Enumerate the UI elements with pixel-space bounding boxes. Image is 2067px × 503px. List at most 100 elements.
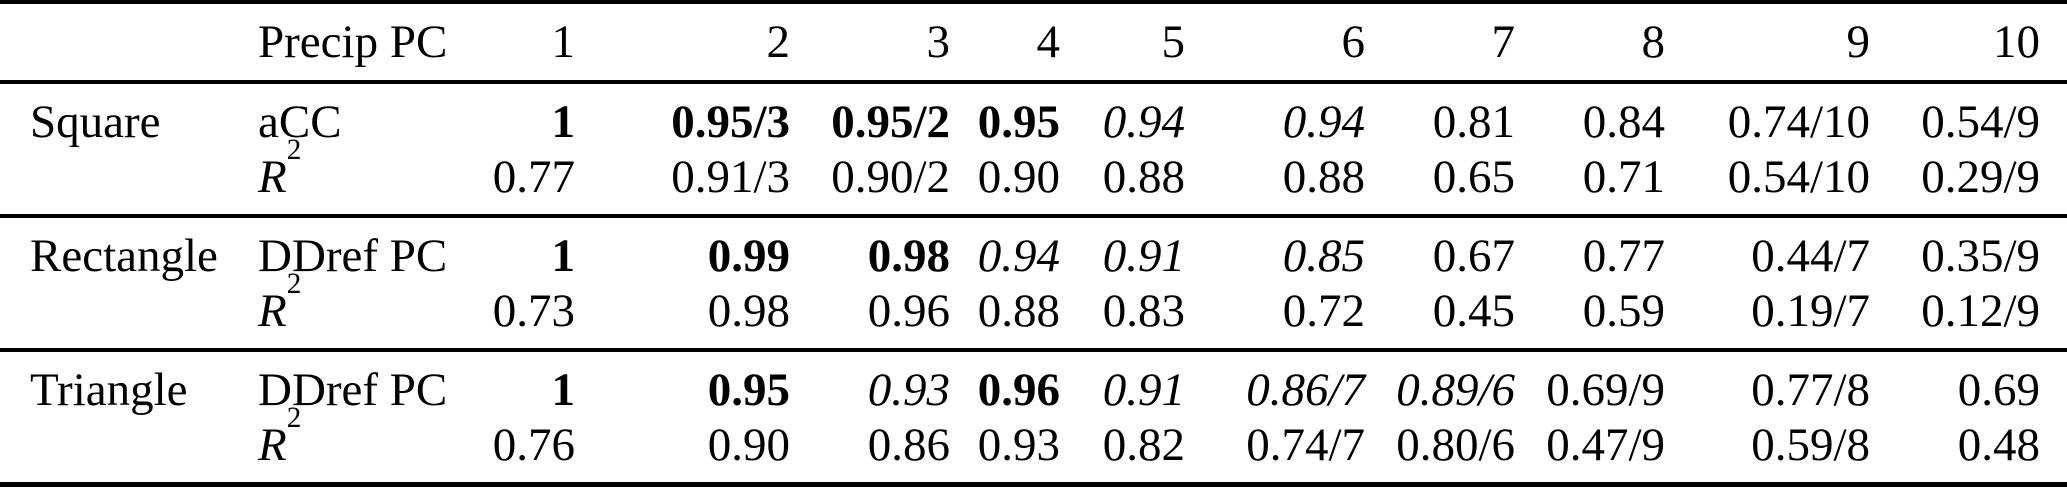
value-cell: 0.89/6 xyxy=(1396,364,1515,416)
value-cell: 0.96 xyxy=(867,285,950,337)
group-label: Triangle xyxy=(30,364,188,416)
value-cell: 0.19/7 xyxy=(1751,285,1870,337)
table-header: Precip PC 1 2 3 4 5 6 7 8 9 10 xyxy=(0,2,2067,82)
value-cell: 0.98 xyxy=(707,285,790,337)
metric-label: R2 xyxy=(258,404,470,484)
group-label xyxy=(0,286,258,350)
value-cell: 0.54/10 xyxy=(1727,151,1870,203)
value-cell: 0.65 xyxy=(1432,151,1515,203)
header-row: Precip PC 1 2 3 4 5 6 7 8 9 10 xyxy=(0,2,2067,82)
value-cell: 0.77 xyxy=(492,151,575,203)
value-cell: 0.95/2 xyxy=(831,96,950,148)
metric-label: aCC xyxy=(258,82,470,152)
group-triangle: Triangle DDref PC 1 0.95 0.93 0.96 0.91 0.86/7 0… xyxy=(0,350,2067,484)
value-cell: 0.90 xyxy=(977,151,1060,203)
value-cell: 0.72 xyxy=(1282,285,1365,337)
table-row: R2 0.73 0.98 0.96 0.88 0.83 0.72 0.45 0.59 0.19/7… xyxy=(0,270,2067,350)
value-cell: 0.96 xyxy=(977,364,1060,416)
header-pc-5: 5 xyxy=(1161,15,1186,68)
header-pc-3: 3 xyxy=(926,15,951,68)
metric-base: DDref PC xyxy=(258,230,448,282)
table-row: R2 0.77 0.91/3 0.90/2 0.90 0.88 0.88 0.65 0.71 0.… xyxy=(0,136,2067,216)
group-label xyxy=(0,152,258,216)
value-cell: 0.88 xyxy=(977,285,1060,337)
header-metric-label: Precip PC xyxy=(258,15,448,68)
value-cell: 1 xyxy=(551,96,576,148)
header-pc-1: 1 xyxy=(551,15,576,68)
group-label: Square xyxy=(30,96,161,148)
metric-superscript: 2 xyxy=(286,268,302,301)
value-cell: 0.71 xyxy=(1582,151,1665,203)
value-cell: 0.81 xyxy=(1432,96,1515,148)
group-label xyxy=(0,420,258,484)
right-margin-spacer xyxy=(2040,82,2067,152)
value-cell: 0.76 xyxy=(492,419,575,471)
metric-base: R xyxy=(258,419,287,471)
value-cell: 0.83 xyxy=(1102,285,1185,337)
value-cell: 0.94 xyxy=(977,230,1060,282)
value-cell: 0.95/3 xyxy=(671,96,790,148)
value-cell: 0.86 xyxy=(867,419,950,471)
value-cell: 0.54/9 xyxy=(1921,96,2040,148)
value-cell: 0.69/9 xyxy=(1546,364,1665,416)
header-pc-8: 8 xyxy=(1641,15,1666,68)
value-cell: 0.95 xyxy=(707,364,790,416)
right-margin-spacer xyxy=(2040,216,2067,286)
value-cell: 0.29/9 xyxy=(1921,151,2040,203)
value-cell: 0.48 xyxy=(1957,419,2040,471)
value-cell: 0.99 xyxy=(707,230,790,282)
metric-superscript: 2 xyxy=(286,402,302,435)
value-cell: 0.12/9 xyxy=(1921,285,2040,337)
header-corner xyxy=(0,2,258,82)
metric-base: aCC xyxy=(258,96,342,148)
value-cell: 1 xyxy=(551,230,576,282)
value-cell: 0.90/2 xyxy=(831,151,950,203)
metric-base: R xyxy=(258,151,287,203)
value-cell: 0.77 xyxy=(1582,230,1665,282)
value-cell: 0.93 xyxy=(977,419,1060,471)
value-cell: 0.59 xyxy=(1582,285,1665,337)
pc-correlation-table: Precip PC 1 2 3 4 5 6 7 8 9 10 Square aCC 1 0.95/3 0.… xyxy=(0,0,2067,487)
value-cell: 1 xyxy=(551,364,576,416)
value-cell: 0.86/7 xyxy=(1246,364,1365,416)
metric-label: R2 xyxy=(258,270,470,350)
header-pc-9: 9 xyxy=(1846,15,1871,68)
right-margin-spacer xyxy=(2040,420,2067,484)
value-cell: 0.47/9 xyxy=(1546,419,1665,471)
metric-base: DDref PC xyxy=(258,364,448,416)
header-pc-6: 6 xyxy=(1341,15,1366,68)
value-cell: 0.90 xyxy=(707,419,790,471)
value-cell: 0.94 xyxy=(1282,96,1365,148)
value-cell: 0.94 xyxy=(1102,96,1185,148)
value-cell: 0.67 xyxy=(1432,230,1515,282)
value-cell: 0.80/6 xyxy=(1396,419,1515,471)
value-cell: 0.74/10 xyxy=(1727,96,1870,148)
table-row: R2 0.76 0.90 0.86 0.93 0.82 0.74/7 0.80/6 0.47/9… xyxy=(0,404,2067,484)
value-cell: 0.91 xyxy=(1102,230,1185,282)
value-cell: 0.74/7 xyxy=(1246,419,1365,471)
value-cell: 0.82 xyxy=(1102,419,1185,471)
value-cell: 0.59/8 xyxy=(1751,419,1870,471)
group-rectangle: Rectangle DDref PC 1 0.99 0.98 0.94 0.91 0.85 0.… xyxy=(0,216,2067,350)
metric-label: R2 xyxy=(258,136,470,216)
header-pc-4: 4 xyxy=(1036,15,1061,68)
value-cell: 0.84 xyxy=(1582,96,1665,148)
header-pc-10: 10 xyxy=(1993,15,2040,68)
group-square: Square aCC 1 0.95/3 0.95/2 0.95 0.94 0.94 0.81 0.… xyxy=(0,82,2067,216)
value-cell: 0.93 xyxy=(867,364,950,416)
value-cell: 0.88 xyxy=(1282,151,1365,203)
right-margin-spacer xyxy=(2040,2,2067,82)
right-margin-spacer xyxy=(2040,350,2067,420)
value-cell: 0.95 xyxy=(977,96,1060,148)
right-margin-spacer xyxy=(2040,286,2067,350)
value-cell: 0.88 xyxy=(1102,151,1185,203)
metric-label: DDref PC xyxy=(258,350,470,420)
metric-label: DDref PC xyxy=(258,216,470,286)
table-row: Triangle DDref PC 1 0.95 0.93 0.96 0.91 0.86/7 0… xyxy=(0,350,2067,420)
header-pc-2: 2 xyxy=(766,15,791,68)
value-cell: 0.73 xyxy=(492,285,575,337)
right-margin-spacer xyxy=(2040,152,2067,216)
value-cell: 0.35/9 xyxy=(1921,230,2040,282)
metric-superscript: 2 xyxy=(286,134,302,167)
header-pc-7: 7 xyxy=(1491,15,1516,68)
